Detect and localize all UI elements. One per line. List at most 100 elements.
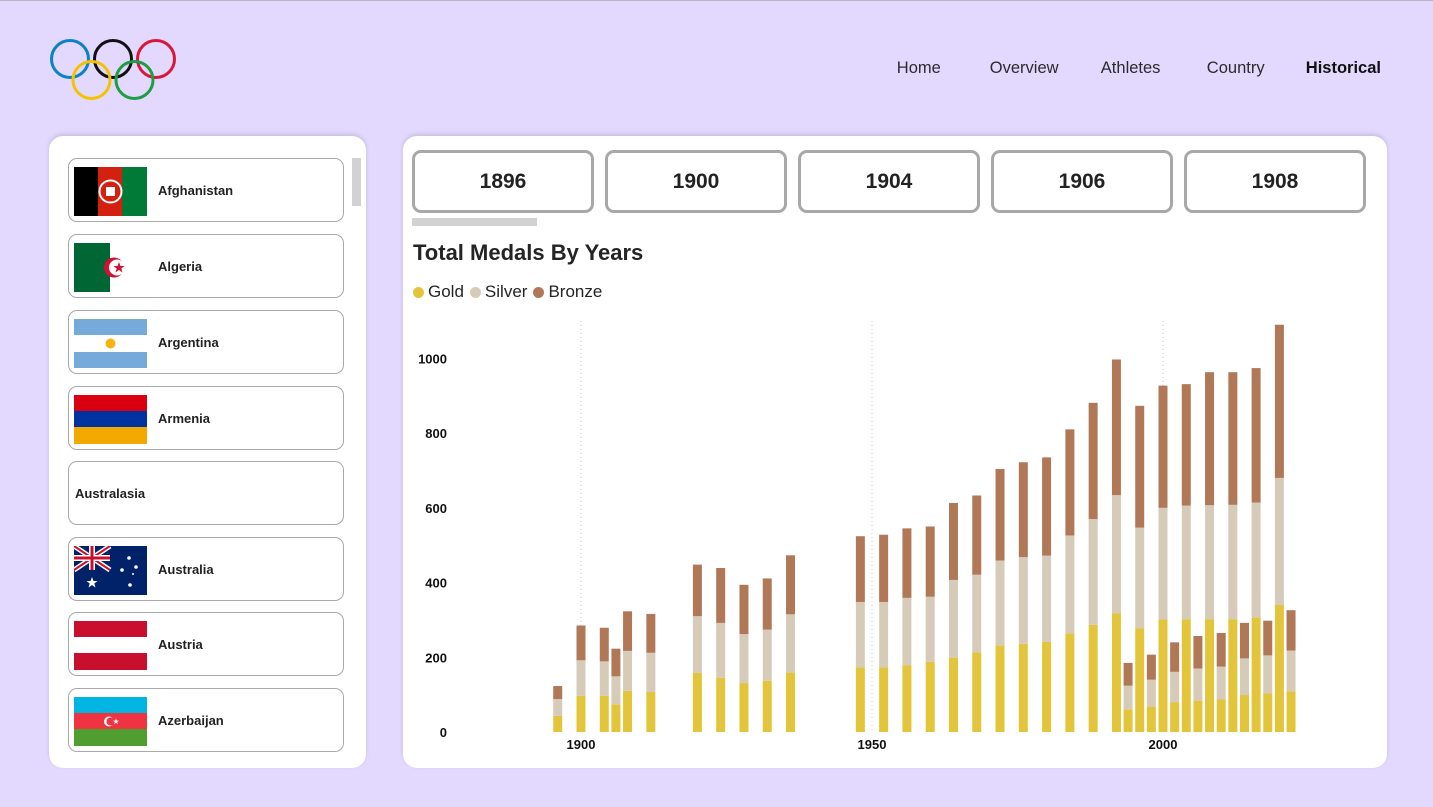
x-tick-label: 1900 xyxy=(567,737,596,752)
bar-bronze xyxy=(1205,372,1215,506)
bar-silver xyxy=(1239,658,1249,696)
bar-silver xyxy=(786,614,796,673)
vertical-scrollbar[interactable] xyxy=(352,158,361,206)
nav-home[interactable]: Home xyxy=(896,59,941,77)
country-name: Algeria xyxy=(158,259,203,274)
country-card-azerbaijan[interactable]: Azerbaijan xyxy=(68,688,344,752)
bar-gold xyxy=(1135,628,1145,732)
bar-gold xyxy=(1228,619,1238,732)
bar-silver xyxy=(1193,668,1203,701)
bar-gold xyxy=(1170,702,1180,732)
bar-bronze xyxy=(1274,324,1284,478)
country-card-argentina[interactable]: Argentina xyxy=(68,310,344,374)
bar-silver xyxy=(1158,507,1168,620)
australia-flag-icon xyxy=(74,546,147,595)
bar-silver xyxy=(576,660,586,696)
bar-silver xyxy=(1216,666,1226,700)
bar-gold xyxy=(739,683,749,732)
bar-silver xyxy=(599,661,609,696)
country-name: Afghanistan xyxy=(158,183,234,198)
bar-bronze xyxy=(716,567,726,623)
bar-silver xyxy=(1251,502,1261,618)
bar-gold xyxy=(1123,709,1133,732)
nav-historical[interactable]: Historical xyxy=(1305,59,1381,77)
bar-bronze xyxy=(972,495,982,575)
bar-gold xyxy=(1251,617,1261,732)
legend-item-gold[interactable]: Gold xyxy=(413,282,464,302)
bar-bronze xyxy=(1088,402,1098,520)
bar-bronze xyxy=(1042,457,1052,556)
bar-silver xyxy=(995,560,1005,646)
bar-silver xyxy=(925,596,935,662)
year-button-1908[interactable]: 1908 xyxy=(1184,150,1366,213)
nav-athletes[interactable]: Athletes xyxy=(1100,59,1161,77)
y-tick-label: 800 xyxy=(425,426,447,441)
bar-silver xyxy=(623,650,633,691)
azerbaijan-flag-icon xyxy=(74,697,147,746)
bar-silver xyxy=(553,699,563,716)
bar-silver xyxy=(948,579,958,658)
bar-gold xyxy=(925,661,935,732)
bar-silver xyxy=(1274,477,1284,605)
bar-silver xyxy=(1018,557,1028,644)
bar-silver xyxy=(1135,527,1145,629)
bar-gold xyxy=(855,667,865,732)
country-card-algeria[interactable]: Algeria xyxy=(68,234,344,298)
bar-silver xyxy=(1170,671,1180,703)
country-card-australia[interactable]: Australia xyxy=(68,537,344,601)
bar-bronze xyxy=(1286,610,1296,651)
legend-item-silver[interactable]: Silver xyxy=(469,282,527,302)
nav-country[interactable]: Country xyxy=(1206,59,1265,77)
bar-bronze xyxy=(902,528,912,598)
bar-gold xyxy=(692,672,702,732)
bar-bronze xyxy=(1135,405,1145,528)
year-button-1896[interactable]: 1896 xyxy=(412,150,594,213)
bar-bronze xyxy=(1123,662,1133,686)
x-tick-label: 2000 xyxy=(1149,737,1178,752)
bar-gold xyxy=(1274,604,1284,732)
total-medals-chart: 0 200 400 600 800 1000 1900 1950 2000 xyxy=(418,321,1296,752)
bar-gold xyxy=(611,704,621,732)
y-tick-label: 1000 xyxy=(418,351,447,366)
year-button-1906[interactable]: 1906 xyxy=(991,150,1173,213)
bar-silver xyxy=(1146,679,1156,707)
legend-item-bronze[interactable]: Bronze xyxy=(533,282,602,302)
country-card-australasia[interactable]: Australasia xyxy=(68,461,344,525)
country-card-austria[interactable]: Austria xyxy=(68,612,344,676)
y-tick-label: 400 xyxy=(425,576,447,591)
bar-bronze xyxy=(1170,642,1180,672)
country-card-armenia[interactable]: Armenia xyxy=(68,386,344,450)
bar-bronze xyxy=(576,625,586,661)
afghanistan-flag-icon xyxy=(74,167,147,216)
bar-silver xyxy=(879,601,889,668)
bar-silver xyxy=(1286,650,1296,692)
horizontal-scrollbar[interactable] xyxy=(412,218,537,226)
bar-bronze xyxy=(995,468,1005,561)
country-card-afghanistan[interactable]: Afghanistan xyxy=(68,158,344,222)
y-tick-label: 0 xyxy=(440,725,447,740)
bar-gold xyxy=(1193,700,1203,732)
bar-gold xyxy=(1263,693,1273,732)
bar-gold xyxy=(1018,643,1028,732)
bar-silver xyxy=(1088,519,1098,625)
bar-silver xyxy=(739,634,749,684)
bar-silver xyxy=(646,652,656,693)
bar-gold xyxy=(902,665,912,732)
bar-bronze xyxy=(646,613,656,653)
bar-silver xyxy=(716,622,726,678)
olympic-rings-logo xyxy=(50,39,176,100)
bar-bronze xyxy=(786,555,796,615)
x-tick-label: 1950 xyxy=(858,737,887,752)
country-name: Australia xyxy=(158,562,214,577)
bar-gold xyxy=(716,677,726,732)
bar-gold xyxy=(599,695,609,732)
bar-silver xyxy=(855,601,865,668)
bar-bronze xyxy=(599,627,609,662)
bar-gold xyxy=(786,672,796,732)
bar-gold xyxy=(1146,706,1156,732)
bar-gold xyxy=(762,680,772,732)
nav-overview[interactable]: Overview xyxy=(989,59,1059,77)
year-button-1900[interactable]: 1900 xyxy=(605,150,787,213)
austria-flag-icon xyxy=(74,621,147,670)
year-button-1904[interactable]: 1904 xyxy=(798,150,980,213)
